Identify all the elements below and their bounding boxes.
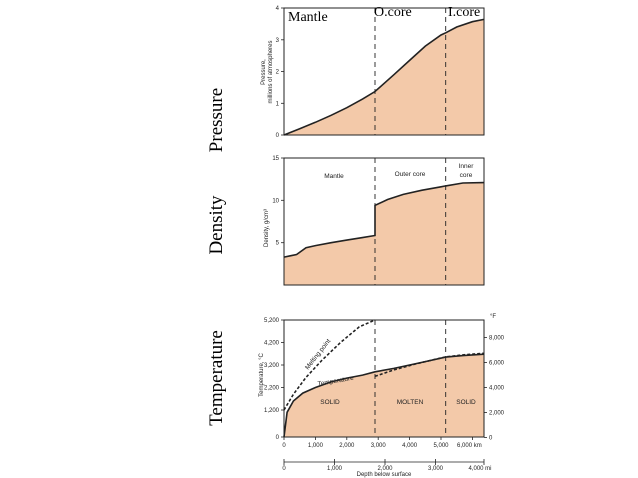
density-tick-label-2: 15 bbox=[272, 156, 279, 162]
density-area bbox=[284, 182, 484, 285]
temperature-y-axis-title: Temperature, °C bbox=[259, 352, 265, 396]
pressure-y-axis-title-line1: Pressure, bbox=[261, 59, 267, 85]
pressure-tick-label-3: 3 bbox=[276, 38, 280, 44]
density-side-label: Density bbox=[206, 195, 227, 255]
pressure-tick-label-2: 2 bbox=[276, 70, 280, 76]
melting-point-core-curve bbox=[374, 352, 485, 378]
temperature-region-solid-mantle: SOLID bbox=[320, 399, 340, 406]
km-tick-label-4: 4,000 bbox=[402, 443, 418, 449]
temperature-area bbox=[284, 354, 484, 437]
pressure-y-ticks: 0 1 2 3 4 bbox=[276, 6, 284, 139]
pressure-panel: Pressure 0 1 2 3 4 Pressure, millions of atm… bbox=[206, 5, 485, 152]
density-region-mantle: Mantle bbox=[324, 173, 344, 180]
fahrenheit-tick-label-4: 8,000 bbox=[489, 335, 505, 341]
pressure-region-mantle: Mantle bbox=[288, 10, 328, 25]
mile-tick-label-2: 2,000 bbox=[377, 466, 393, 472]
km-tick-label-1: 1,000 bbox=[308, 443, 324, 449]
density-tick-label-1: 10 bbox=[272, 198, 279, 204]
km-tick-label-6: 6,000 km bbox=[457, 443, 482, 449]
temperature-fahrenheit-ticks: 0 2,000 4,000 6,000 8,000 bbox=[484, 335, 505, 441]
celsius-tick-label-4: 4,200 bbox=[264, 341, 280, 347]
mile-tick-label-3: 3,000 bbox=[428, 466, 444, 472]
temperature-region-solid-core: SOLID bbox=[456, 399, 476, 406]
pressure-region-outer-core: O.core bbox=[374, 5, 412, 20]
density-frame bbox=[283, 157, 485, 286]
pressure-area bbox=[284, 19, 484, 135]
density-region-outer-core: Outer core bbox=[395, 171, 426, 178]
pressure-boundaries bbox=[374, 8, 447, 135]
celsius-tick-label-5: 5,200 bbox=[264, 318, 280, 324]
pressure-y-axis-title-line2: millions of atmospheres bbox=[268, 40, 274, 103]
pressure-tick-label-4: 4 bbox=[276, 6, 280, 12]
mile-tick-label-1: 1,000 bbox=[327, 466, 343, 472]
pressure-curve bbox=[283, 18, 485, 136]
depth-mile-ticks: 0 1,000 2,000 3,000 4,000 mi bbox=[282, 459, 492, 472]
pressure-tick-label-0: 0 bbox=[276, 133, 280, 139]
km-tick-label-3: 3,000 bbox=[371, 443, 387, 449]
temperature-celsius-ticks: 0 1,200 2,200 3,200 4,200 5,200 bbox=[264, 318, 284, 441]
density-region-inner-core-line2: core bbox=[460, 172, 473, 179]
pressure-side-label: Pressure bbox=[206, 88, 227, 152]
density-y-ticks: 5 10 15 bbox=[272, 156, 284, 247]
celsius-tick-label-1: 1,200 bbox=[264, 408, 280, 414]
temperature-frame bbox=[283, 319, 485, 438]
fahrenheit-tick-label-1: 2,000 bbox=[489, 410, 505, 416]
density-curve bbox=[283, 181, 485, 258]
density-region-inner-core-line1: Inner bbox=[459, 163, 475, 170]
temperature-boundaries bbox=[374, 320, 447, 437]
density-tick-label-0: 5 bbox=[276, 241, 280, 247]
pressure-region-inner-core: I.core bbox=[448, 5, 480, 20]
celsius-tick-label-2: 2,200 bbox=[264, 386, 280, 392]
density-boundaries bbox=[374, 158, 447, 285]
pressure-tick-label-1: 1 bbox=[276, 101, 280, 107]
depth-km-ticks: 0 1,000 2,000 3,000 4,000 5,000 6,000 km bbox=[282, 437, 482, 449]
temperature-region-molten: MOLTEN bbox=[397, 399, 424, 406]
mile-tick-label-4: 4,000 mi bbox=[468, 466, 491, 472]
density-panel: Density 5 10 15 Density, g/cm³ Mantle Oute… bbox=[206, 156, 485, 286]
fahrenheit-tick-label-2: 4,000 bbox=[489, 385, 505, 391]
mile-tick-label-0: 0 bbox=[282, 466, 286, 472]
km-tick-label-0: 0 bbox=[282, 443, 286, 449]
temperature-side-label: Temperature bbox=[206, 330, 227, 426]
fahrenheit-tick-label-0: 0 bbox=[489, 435, 493, 441]
km-tick-label-2: 2,000 bbox=[339, 443, 355, 449]
temperature-panel: Temperature 0 1,200 2,200 3,200 4,200 5,200 0… bbox=[206, 314, 505, 478]
celsius-tick-label-0: 0 bbox=[276, 435, 280, 441]
density-y-axis-title: Density, g/cm³ bbox=[264, 209, 270, 247]
melting-point-curve bbox=[283, 319, 376, 411]
fahrenheit-unit-label: °F bbox=[490, 314, 496, 320]
celsius-tick-label-3: 3,200 bbox=[264, 363, 280, 369]
fahrenheit-tick-label-3: 6,000 bbox=[489, 360, 505, 366]
depth-axis-title: Depth below surface bbox=[357, 472, 412, 478]
km-tick-label-5: 5,000 bbox=[433, 443, 449, 449]
